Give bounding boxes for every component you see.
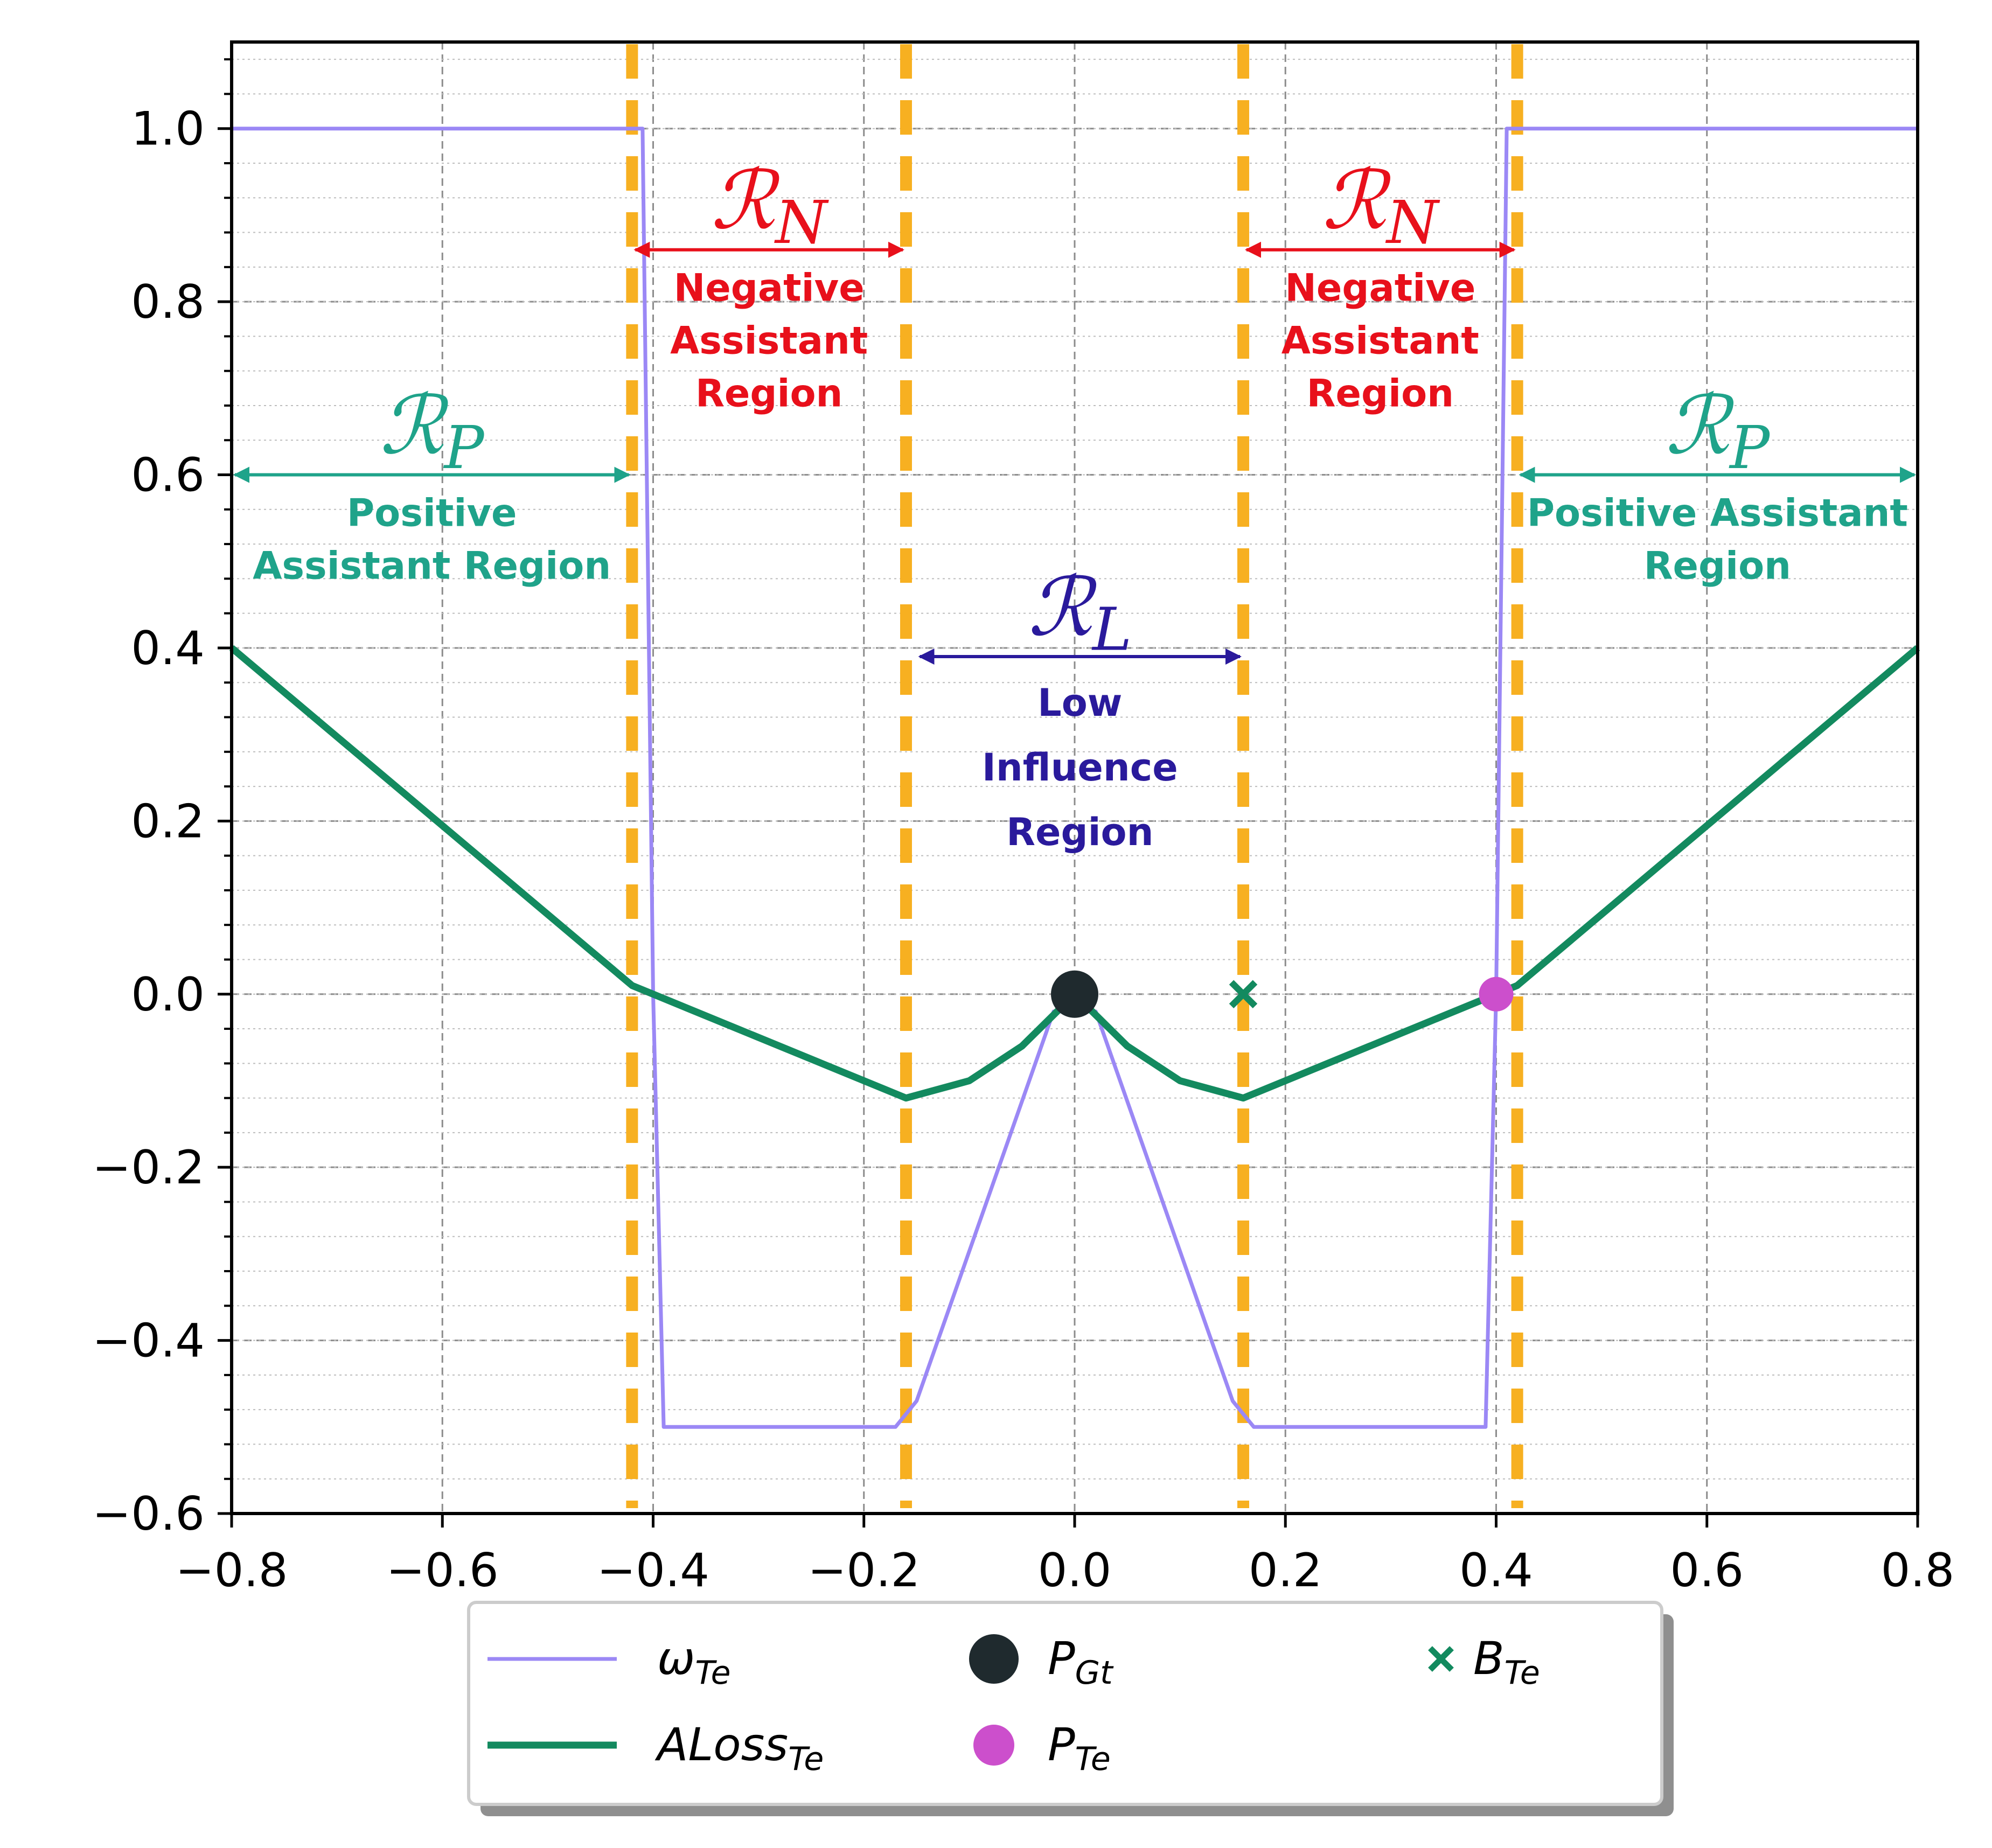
region-symbol: ℛP (380, 379, 485, 483)
region-label-line: Negative (1285, 266, 1475, 310)
points (1051, 970, 1514, 1018)
region-label-line: Negative (674, 266, 865, 310)
region-label-line: Region (1006, 810, 1153, 854)
legend-label: PGt (1048, 1632, 1114, 1692)
region-label-line: Positive Assistant (1527, 491, 1908, 535)
y-tick-label: 0.6 (131, 449, 205, 503)
region-symbol: ℛL (1028, 561, 1132, 664)
legend-swatch-marker (973, 1725, 1014, 1766)
point-marker-circle (1051, 970, 1098, 1018)
region-symbol: ℛP (1665, 379, 1771, 483)
region-boundaries (626, 44, 1523, 1508)
region-label-line: Assistant (1281, 319, 1479, 363)
region-annotations: ℛN Negative Assistant Region ℛN Negative Assis… (233, 154, 1916, 854)
y-tick-label: 0.2 (131, 794, 205, 848)
y-tick-label: −0.2 (92, 1141, 205, 1195)
region-label-line: Assistant Region (253, 544, 611, 588)
x-tick-label: −0.6 (386, 1544, 499, 1598)
axes: −0.8 −0.6 −0.4 −0.2 0.0 0.2 0.4 0.6 0.8−0.6−0.4−… (92, 40, 1955, 1598)
region-label-line: Assistant (670, 319, 868, 363)
y-tick-label: 0.8 (131, 275, 205, 329)
region-label-line: Region (1307, 372, 1454, 416)
legend-label: ALossTe (654, 1718, 824, 1778)
legend-swatch-marker (969, 1634, 1019, 1684)
region-symbol: ℛN (711, 154, 830, 257)
legend-label: ωTe (657, 1632, 731, 1692)
legend-swatch-marker (1428, 1646, 1454, 1672)
region-label-line: Positive (347, 491, 517, 535)
region-label-line: Region (1644, 544, 1791, 588)
x-tick-label: 0.6 (1670, 1544, 1744, 1598)
legend-label: BTe (1473, 1632, 1540, 1692)
region-symbol: ℛN (1322, 154, 1440, 257)
y-tick-label: −0.4 (92, 1314, 205, 1368)
x-tick-label: −0.8 (176, 1544, 288, 1598)
legend-box (467, 1601, 1663, 1806)
y-tick-label: 0.0 (131, 968, 205, 1022)
y-tick-label: −0.6 (92, 1487, 205, 1541)
region-label-line: Region (695, 372, 842, 416)
point-marker-x (1229, 980, 1258, 1009)
y-tick-label: 1.0 (131, 102, 205, 156)
legend: ωTe ALossTe PGt PTe BTe (467, 1601, 1674, 1816)
region-label-line: Low (1037, 681, 1122, 725)
point-marker-circle (1479, 977, 1514, 1012)
x-tick-label: 0.8 (1881, 1544, 1955, 1598)
x-tick-label: 0.0 (1038, 1544, 1112, 1598)
legend-label: PTe (1048, 1718, 1111, 1778)
y-tick-label: 0.4 (131, 622, 205, 675)
x-tick-label: 0.2 (1249, 1544, 1322, 1598)
x-tick-label: −0.2 (807, 1544, 920, 1598)
region-label-line: Influence (982, 745, 1178, 790)
x-tick-label: −0.4 (597, 1544, 709, 1598)
x-tick-label: 0.4 (1459, 1544, 1533, 1598)
